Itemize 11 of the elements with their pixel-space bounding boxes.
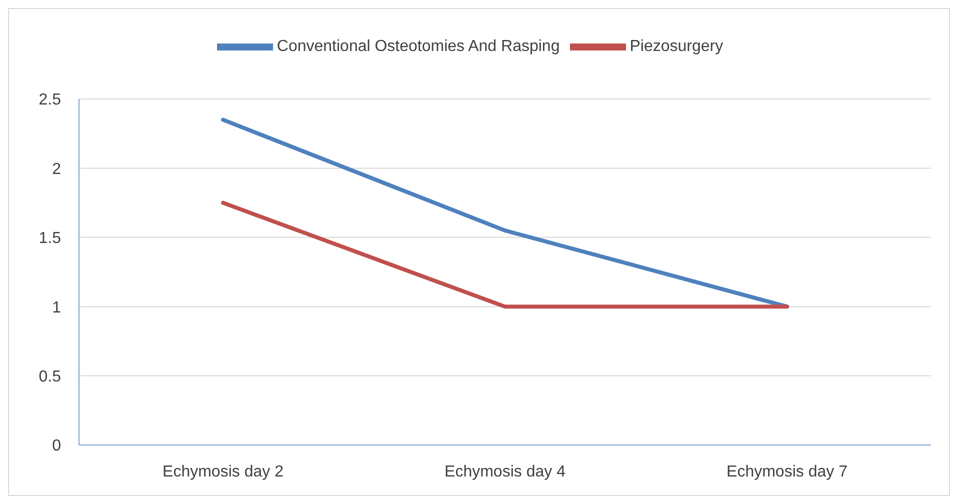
legend-label: Piezosurgery: [630, 38, 724, 56]
y-tick-label: 1: [52, 299, 62, 316]
y-tick-label: 0: [52, 438, 62, 455]
y-tick-label: 1.5: [38, 230, 62, 248]
x-tick-label: Echymosis day 4: [444, 463, 566, 480]
y-tick-label: 2.5: [38, 92, 62, 109]
y-tick-label: 2: [52, 160, 62, 178]
legend-label: Conventional Osteotomies And Rasping: [276, 38, 560, 56]
x-tick-label: Echymosis day 7: [726, 463, 848, 480]
y-tick-label: 0.5: [38, 368, 62, 386]
x-tick-label: Echymosis day 2: [162, 463, 284, 480]
